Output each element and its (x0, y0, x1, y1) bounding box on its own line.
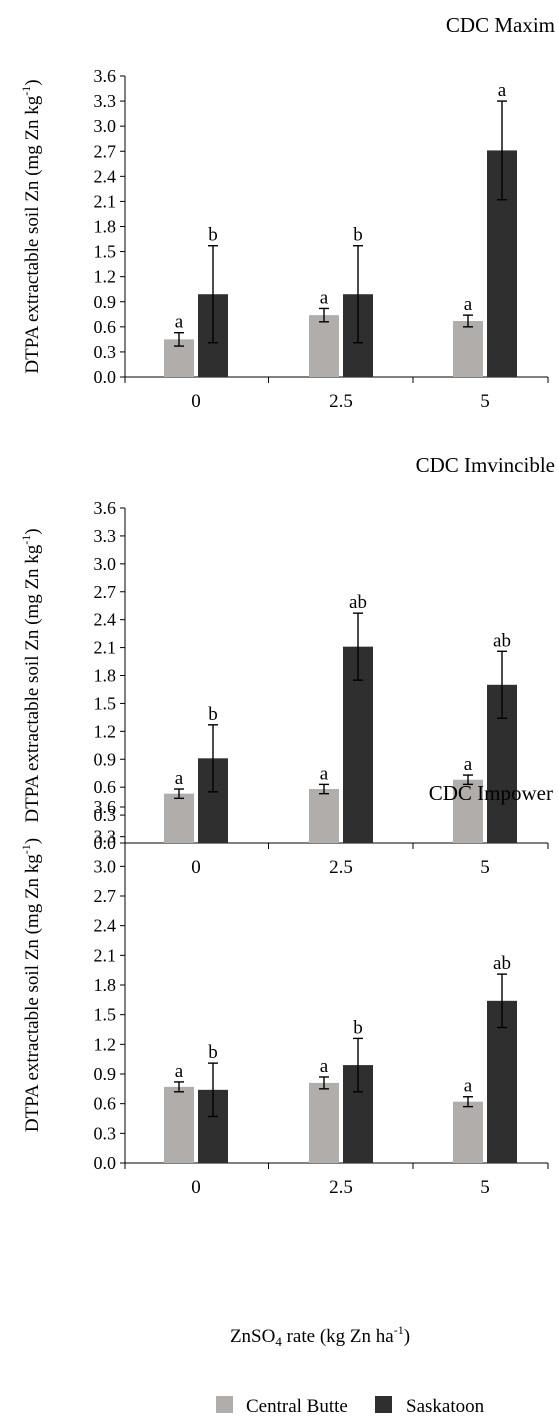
y-tick-label: 0.9 (94, 292, 117, 312)
y-tick-label: 1.8 (94, 217, 117, 237)
y-tick-label: 3.6 (94, 797, 117, 817)
chart-panel-2: CDC Imvincible 0.0 0.3 0.6 0.9 1.2 1.5 1.8 2.1 2.… (19, 453, 555, 878)
significance-letter: b (208, 225, 218, 246)
y-tick-label: 2.7 (94, 886, 117, 906)
y-tick-label: 3.6 (94, 498, 117, 518)
significance-letter: b (353, 225, 363, 246)
significance-letter: ab (493, 630, 511, 651)
y-tick-label: 3.0 (94, 554, 117, 574)
y-tick-label: 2.4 (94, 166, 117, 186)
y-tick-label: 0.6 (94, 777, 117, 797)
x-axis-title: ZnSO4 rate (kg Zn ha-1) (230, 1323, 410, 1349)
y-tick-label: 0.3 (94, 1123, 117, 1143)
y-tick-label: 3.3 (94, 91, 117, 111)
significance-letter: ab (493, 953, 511, 974)
y-tick-label: 0.9 (94, 749, 117, 769)
significance-letter: b (353, 1017, 363, 1038)
y-tick-label: 1.5 (94, 1005, 117, 1025)
x-tick-label: 0 (191, 857, 201, 878)
chart-title: CDC Imvincible (416, 453, 555, 477)
bar-central-butte (453, 1101, 483, 1163)
bar-central-butte (453, 320, 483, 377)
chart-title: CDC Maxim (446, 13, 555, 37)
y-tick-label: 0.0 (94, 833, 117, 853)
y-tick-label: 3.3 (94, 526, 117, 546)
y-tick-label: 1.5 (94, 693, 117, 713)
significance-letter: a (498, 80, 507, 101)
significance-letter: ab (349, 592, 367, 613)
y-tick-label: 0.3 (94, 342, 117, 362)
y-axis-title: DTPA extractable soil Zn (mg Zn kg-1) (19, 528, 43, 822)
y-tick-label: 2.1 (94, 638, 117, 658)
significance-letter: b (208, 1042, 218, 1063)
y-tick-label: 3.0 (94, 856, 117, 876)
significance-letter: a (320, 763, 329, 784)
chart-title: CDC Impower (429, 781, 553, 805)
y-tick-label: 2.1 (94, 191, 117, 211)
y-tick-label: 3.3 (94, 827, 117, 847)
legend-swatch-central-butte (216, 1396, 233, 1413)
x-tick-label: 0 (191, 391, 201, 412)
y-tick-label: 2.7 (94, 582, 117, 602)
x-tick-label: 0 (191, 1177, 201, 1198)
y-tick-label: 1.2 (94, 721, 117, 741)
bar-central-butte (309, 1082, 339, 1163)
y-tick-label: 0.9 (94, 1064, 117, 1084)
y-tick-label: 2.1 (94, 945, 117, 965)
y-tick-label: 0.6 (94, 317, 117, 337)
y-tick-label: 2.7 (94, 141, 117, 161)
y-tick-label: 1.2 (94, 1034, 117, 1054)
legend-swatch-saskatoon (375, 1396, 392, 1413)
y-tick-label: 1.8 (94, 975, 117, 995)
x-tick-label: 5 (480, 391, 490, 412)
legend-label-saskatoon: Saskatoon (406, 1396, 485, 1417)
significance-letter: a (175, 1061, 184, 1082)
bar-central-butte (309, 315, 339, 377)
x-tick-label: 2.5 (329, 1177, 353, 1198)
chart-panel-3: CDC Impower 0.0 0.3 0.6 0.9 1.2 1.5 1.8 2.1 2.4 2.… (19, 781, 553, 1198)
bar-central-butte (164, 793, 194, 843)
significance-letter: a (464, 1076, 473, 1097)
bar-central-butte (453, 779, 483, 843)
y-tick-label: 1.8 (94, 666, 117, 686)
y-tick-label: 2.4 (94, 610, 117, 630)
significance-letter: a (320, 1056, 329, 1077)
legend: Central Butte Saskatoon (216, 1396, 485, 1417)
significance-letter: a (175, 312, 184, 333)
legend-label-central-butte: Central Butte (246, 1396, 348, 1417)
y-tick-label: 0.0 (94, 1153, 117, 1173)
significance-letter: a (464, 294, 473, 315)
y-axis-title: DTPA extractable soil Zn (mg Zn kg-1) (19, 838, 43, 1132)
y-tick-label: 1.5 (94, 242, 117, 262)
y-tick-label: 2.4 (94, 916, 117, 936)
significance-letter: b (208, 704, 218, 725)
x-tick-label: 5 (480, 857, 490, 878)
bar-central-butte (309, 789, 339, 843)
x-tick-label: 2.5 (329, 857, 353, 878)
y-tick-label: 0.6 (94, 1094, 117, 1114)
chart-panel-1: CDC Maxim 0.0 0.3 0.6 0.9 1.2 1.5 1.8 2.1 2.4 2.7 3… (19, 13, 555, 412)
x-tick-label: 2.5 (329, 391, 353, 412)
bar-central-butte (164, 1086, 194, 1163)
significance-letter: a (175, 768, 184, 789)
y-tick-label: 1.2 (94, 267, 117, 287)
x-tick-label: 5 (480, 1177, 490, 1198)
y-tick-label: 3.6 (94, 66, 117, 86)
y-tick-label: 0.3 (94, 805, 117, 825)
significance-letter: a (464, 754, 473, 775)
chart-panels: CDC Maxim 0.0 0.3 0.6 0.9 1.2 1.5 1.8 2.1 2.4 2.7 3… (19, 13, 555, 1198)
y-axis-title: DTPA extractable soil Zn (mg Zn kg-1) (19, 79, 43, 373)
y-tick-label: 0.0 (94, 367, 117, 387)
y-tick-label: 3.0 (94, 116, 117, 136)
significance-letter: a (320, 287, 329, 308)
